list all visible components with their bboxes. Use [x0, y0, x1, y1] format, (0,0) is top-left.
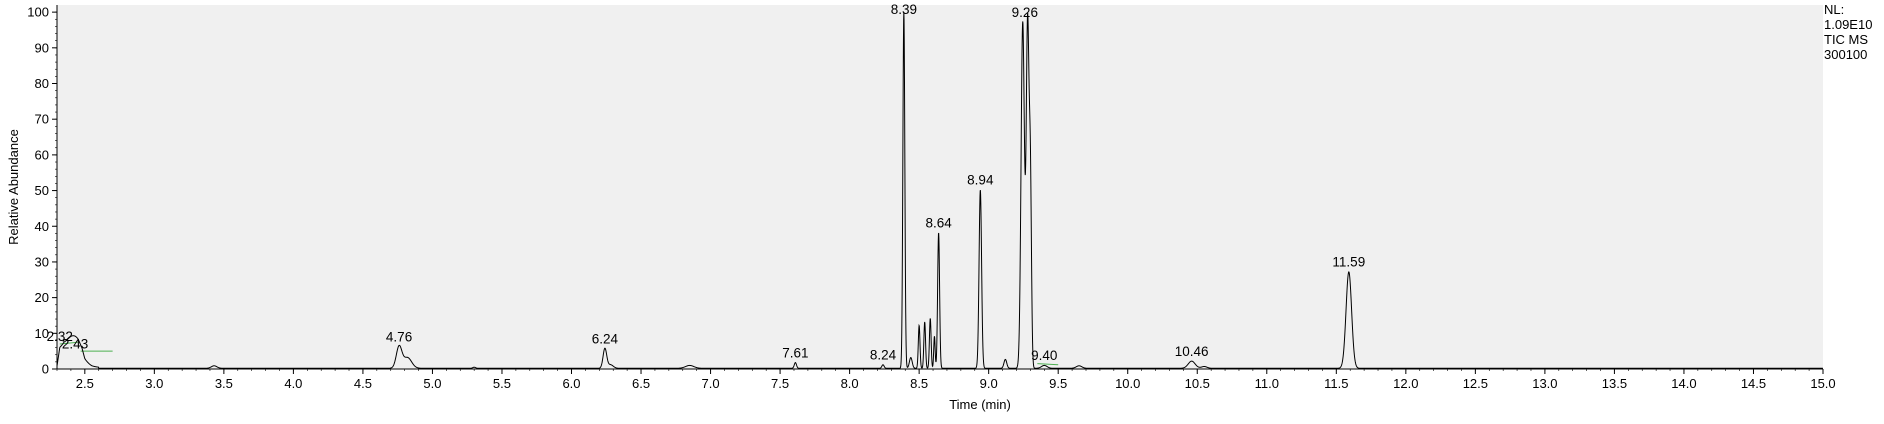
x-tick-label: 12.0 — [1393, 376, 1418, 391]
y-tick-label: 30 — [35, 254, 49, 269]
peak-label: 7.61 — [782, 345, 808, 360]
peak-label: 11.59 — [1332, 255, 1365, 270]
peak-label: 10.46 — [1175, 344, 1209, 359]
peak-label: 8.64 — [925, 215, 952, 230]
peak-label: 8.39 — [891, 2, 917, 17]
info-file-id: 300100 — [1824, 47, 1867, 62]
info-nl: NL: — [1824, 2, 1844, 17]
x-tick-label: 9.5 — [1049, 376, 1067, 391]
x-tick-label: 10.0 — [1115, 376, 1140, 391]
y-tick-label: 80 — [35, 76, 49, 91]
peak-label: 6.24 — [592, 331, 619, 346]
x-tick-label: 11.5 — [1324, 376, 1348, 391]
x-tick-label: 11.0 — [1255, 376, 1279, 391]
peak-label: 2.32 — [47, 329, 73, 344]
y-tick-label: 40 — [35, 219, 49, 234]
y-tick-label: 0 — [42, 362, 49, 377]
peak-label: 4.76 — [386, 330, 412, 345]
x-tick-label: 15.0 — [1810, 376, 1835, 391]
y-axis-title: Relative Abundance — [6, 129, 21, 245]
x-tick-label: 3.0 — [145, 376, 163, 391]
x-tick-label: 4.5 — [354, 376, 372, 391]
peak-label: 8.94 — [967, 173, 994, 188]
x-tick-label: 10.5 — [1185, 376, 1210, 391]
x-tick-label: 5.5 — [493, 376, 511, 391]
x-axis-ticks: 2.5 3.0 3.5 4.0 4.5 5.0 5.5 6.0 6.5 7.0 7.5 8.0 8.5 9… — [56, 369, 1836, 391]
x-tick-label: 9.0 — [980, 376, 998, 391]
x-tick-label: 8.5 — [910, 376, 928, 391]
info-header: NL: 1.09E10 TIC MS 300100 — [1824, 2, 1872, 62]
y-tick-label: 50 — [35, 183, 49, 198]
y-tick-label: 90 — [35, 40, 49, 55]
peak-labels: 2.322.43 4.76 6.24 7.61 8.24 8.39 8.64 8.94 9.26… — [47, 2, 1366, 363]
peak-label: 8.24 — [870, 347, 897, 362]
x-tick-label: 6.5 — [632, 376, 650, 391]
tic-trace — [56, 12, 1823, 369]
y-tick-label: 100 — [27, 5, 49, 20]
y-tick-label: 20 — [35, 290, 49, 305]
x-tick-label: 5.0 — [423, 376, 441, 391]
y-tick-label: 10 — [35, 326, 49, 341]
y-tick-label: 60 — [35, 147, 49, 162]
x-tick-label: 12.5 — [1463, 376, 1488, 391]
x-tick-label: 14.0 — [1671, 376, 1696, 391]
y-tick-label: 70 — [35, 112, 49, 127]
x-tick-label: 13.0 — [1532, 376, 1557, 391]
x-tick-label: 4.0 — [284, 376, 302, 391]
y-axis-ticks: 0 10 20 30 40 50 60 70 80 90 100 — [27, 5, 57, 377]
x-tick-label: 3.5 — [215, 376, 233, 391]
x-tick-label: 14.5 — [1741, 376, 1766, 391]
info-norm-level: 1.09E10 — [1824, 17, 1872, 32]
x-tick-label: 8.0 — [841, 376, 859, 391]
x-tick-label: 2.5 — [76, 376, 94, 391]
peak-label: 9.40 — [1031, 348, 1057, 363]
x-tick-label: 7.0 — [702, 376, 720, 391]
x-tick-label: 6.0 — [562, 376, 580, 391]
x-tick-label: 13.5 — [1602, 376, 1627, 391]
x-tick-label: 7.5 — [771, 376, 789, 391]
baseline-marker — [1037, 363, 1059, 366]
x-axis-title: Time (min) — [949, 397, 1011, 412]
peak-label: 2.43 — [62, 337, 88, 352]
info-scan-type: TIC MS — [1824, 32, 1868, 47]
peak-label: 9.26 — [1012, 5, 1038, 20]
